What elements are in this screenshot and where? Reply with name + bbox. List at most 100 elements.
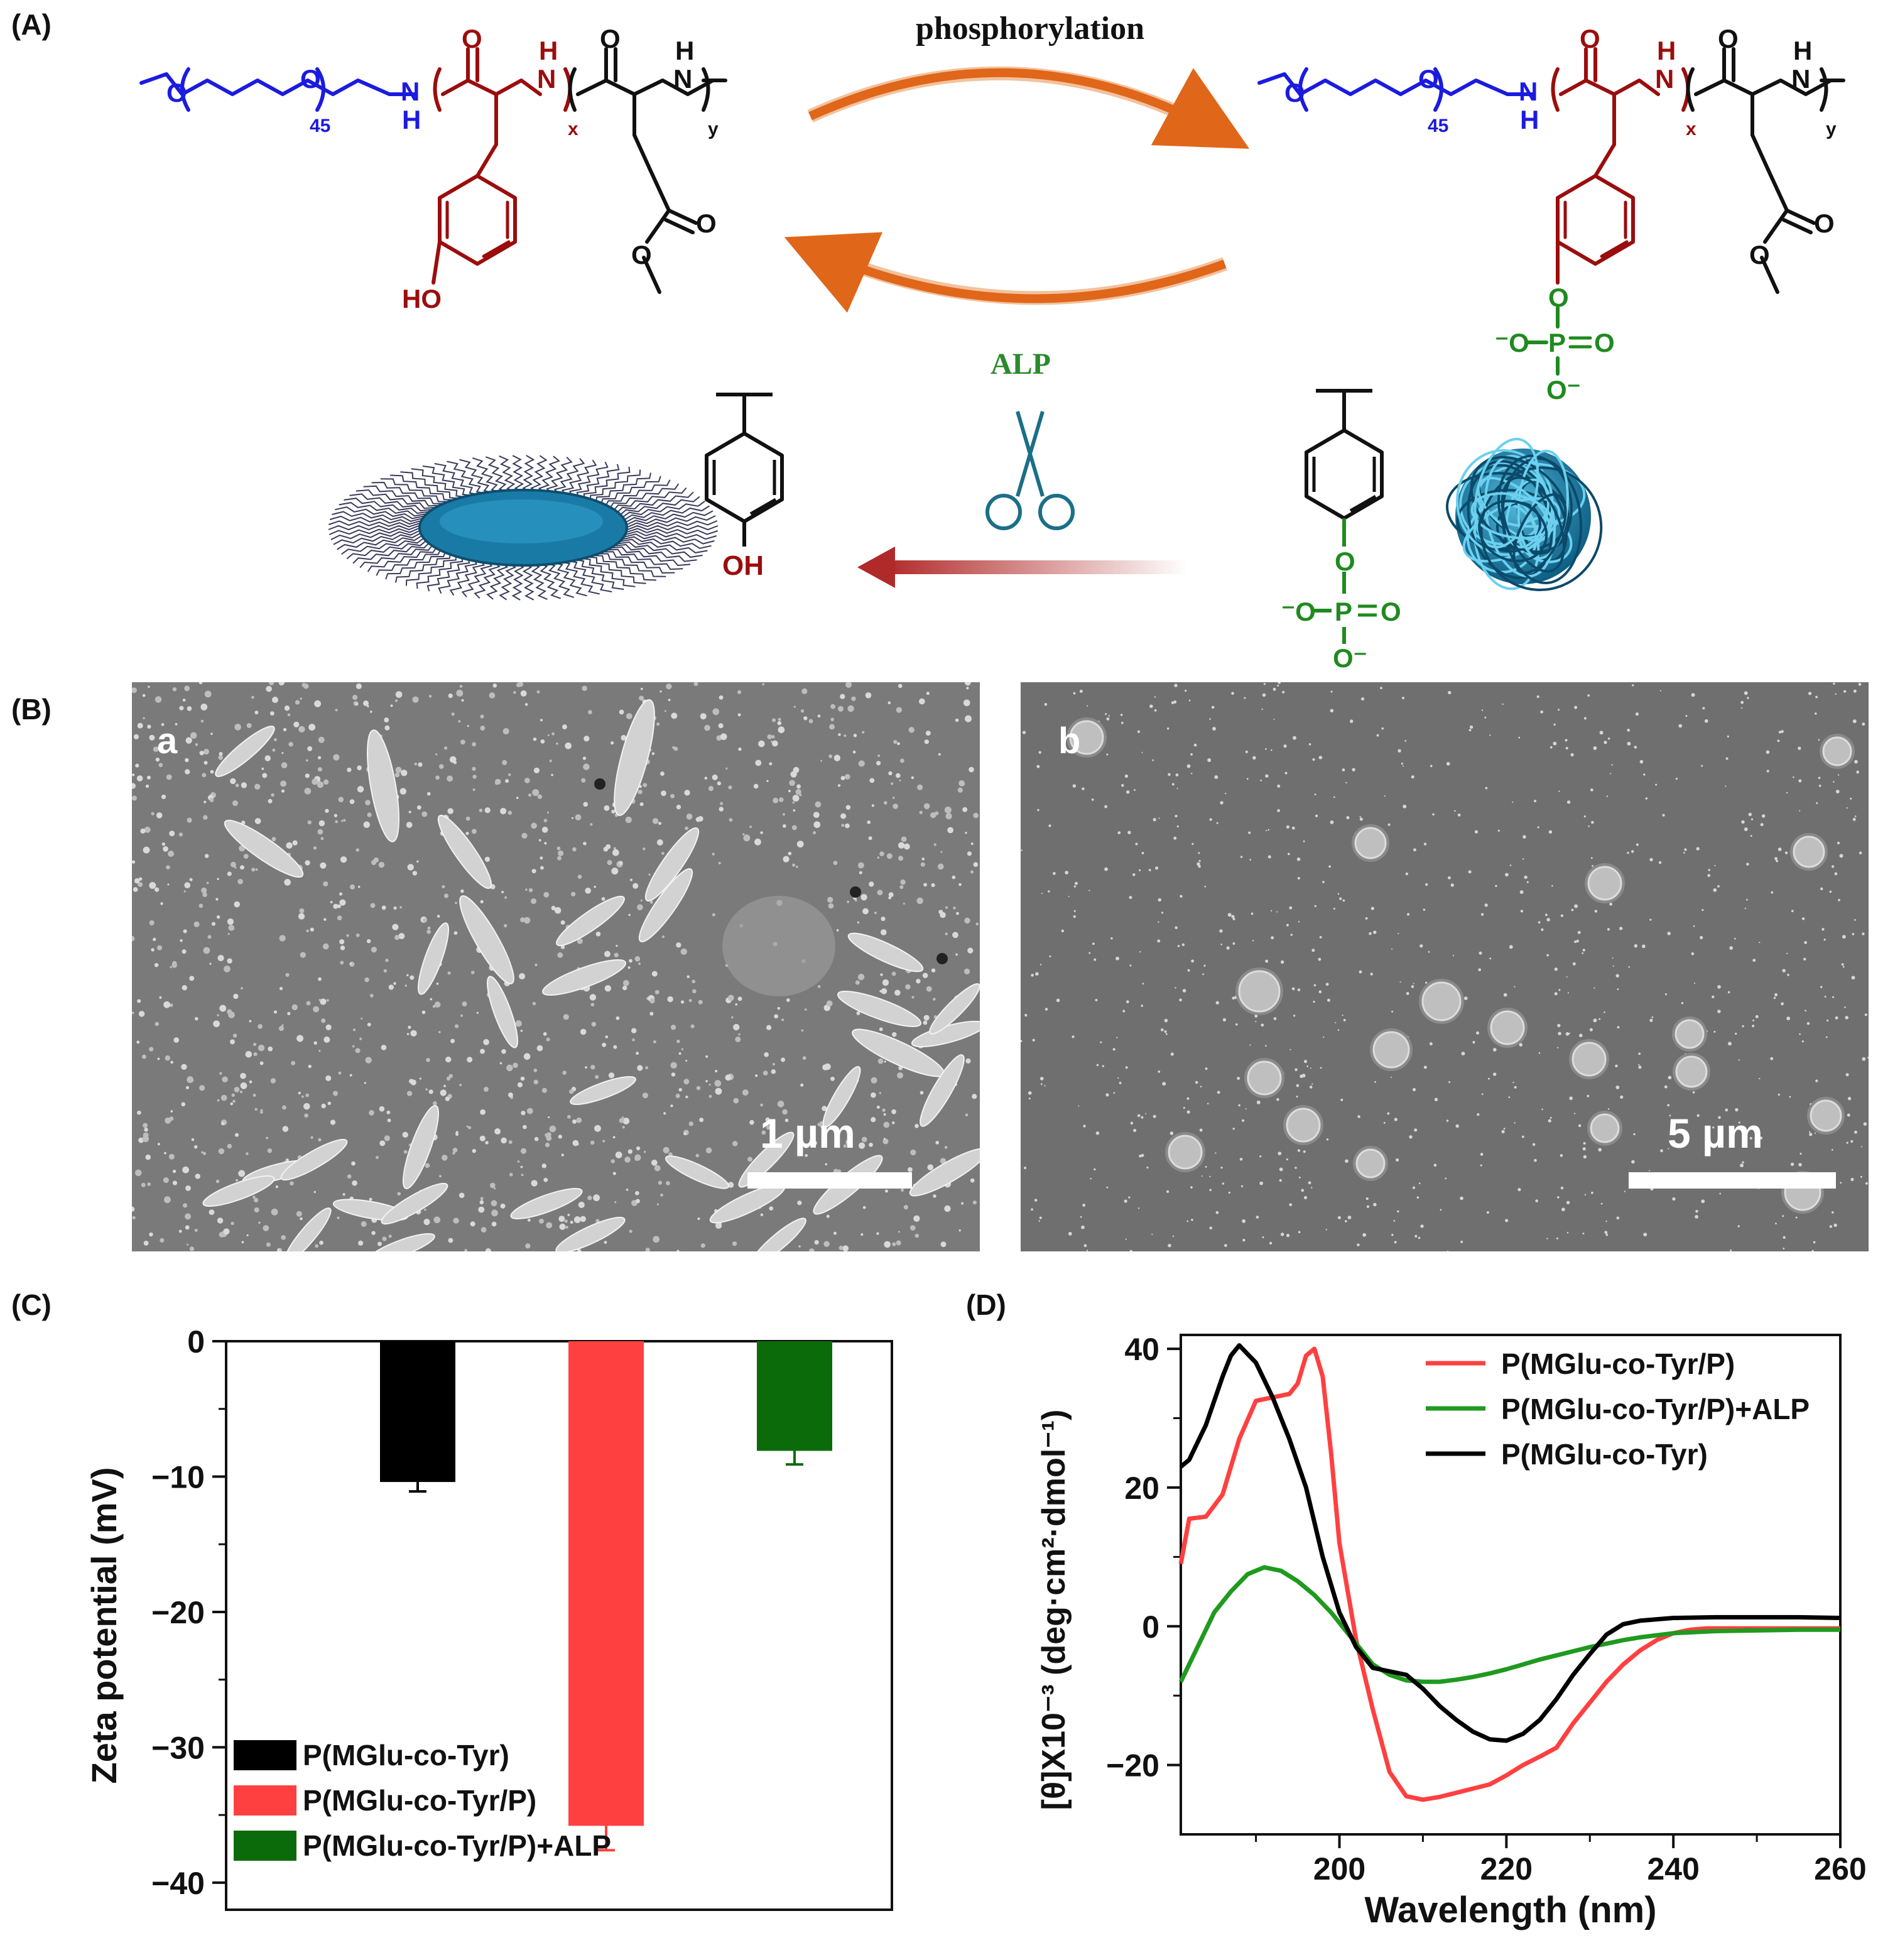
sem-particle: [795, 789, 801, 795]
sem-particle: [243, 854, 249, 859]
sem-speck: [1604, 1231, 1608, 1234]
sem-speck: [1391, 1233, 1394, 1236]
sem-speck: [1518, 736, 1521, 739]
sem-speck: [1346, 815, 1350, 820]
sem-particle: [301, 1095, 304, 1098]
sem-speck: [1381, 727, 1384, 730]
sem-speck: [1176, 788, 1178, 790]
sem-particle: [275, 1185, 279, 1189]
sem-particle: [699, 1118, 704, 1123]
sem-speck: [1611, 764, 1613, 766]
sem-particle: [433, 1216, 441, 1224]
sem-particle: [729, 818, 733, 822]
sem-speck: [1135, 842, 1138, 846]
sem-particle: [517, 1160, 520, 1163]
sem-speck: [1191, 842, 1194, 845]
sem-particle: [561, 1153, 564, 1157]
y-tick-label: −20: [151, 1595, 205, 1630]
sem-particle: [560, 920, 565, 925]
sem-particle: [390, 704, 393, 707]
sem-blur-region: [722, 896, 835, 996]
sem-particle: [578, 1201, 585, 1208]
sem-particle: [367, 812, 372, 817]
sem-nanosheet: [542, 959, 626, 996]
sem-particle: [480, 726, 486, 731]
svg-text:N: N: [1791, 64, 1810, 94]
sem-particle: [304, 787, 312, 795]
sem-speck: [1171, 783, 1175, 786]
sem-particle: [754, 838, 761, 846]
sem-speck: [1411, 775, 1414, 779]
corona-chain: [616, 520, 718, 528]
sem-particle: [204, 800, 207, 803]
sem-particle: [318, 977, 322, 981]
sem-speck: [1701, 1199, 1705, 1204]
corona-chain: [337, 535, 434, 550]
sem-particle: [839, 1245, 844, 1251]
sem-particle: [170, 1060, 173, 1064]
sem-particle: [485, 1248, 491, 1251]
sem-particle: [795, 865, 798, 868]
sem-speck: [1589, 1028, 1593, 1032]
sem-particle: [155, 757, 160, 762]
sem-speck: [1286, 923, 1289, 927]
svg-text:O⁻: O⁻: [1333, 643, 1367, 673]
sem-particle: [418, 762, 423, 767]
sem-particle: [379, 1106, 385, 1112]
sem-particle: [899, 885, 904, 890]
sem-speck: [1495, 885, 1497, 888]
sem-speck: [1031, 974, 1034, 977]
sem-speck: [1096, 1064, 1099, 1067]
sem-particle: [718, 861, 721, 864]
sem-particle: [533, 737, 537, 741]
sem-speck: [1782, 969, 1786, 972]
sem-particle: [501, 891, 504, 893]
sem-particle: [937, 863, 944, 870]
alp-label: ALP: [991, 347, 1051, 381]
sem-particle: [371, 947, 377, 953]
sem-speck: [1154, 709, 1157, 712]
sem-particle: [427, 926, 431, 930]
sem-speck: [1365, 917, 1368, 920]
sem-particle: [286, 842, 293, 849]
sem-speck: [1191, 1219, 1193, 1221]
sem-particle: [151, 812, 155, 815]
sem-speck: [1818, 785, 1821, 787]
sem-speck: [1565, 739, 1568, 742]
sem-particle: [170, 1110, 173, 1113]
sem-speck: [1831, 1149, 1833, 1151]
sem-speck: [1215, 1001, 1219, 1004]
sem-speck: [1414, 1128, 1418, 1132]
sem-speck: [1605, 1233, 1609, 1236]
sem-particle: [204, 761, 208, 765]
sem-speck: [1049, 955, 1051, 957]
sem-particle: [590, 1003, 595, 1007]
sem-speck: [1333, 796, 1335, 798]
sem-particle: [645, 1066, 648, 1070]
sem-particle: [847, 705, 854, 712]
sem-particle: [426, 929, 431, 934]
sem-particle: [384, 1135, 390, 1141]
sem-nanosheet: [224, 819, 304, 878]
sem-particle: [318, 820, 325, 827]
sem-particle: [772, 1063, 775, 1066]
sem-particle: [571, 817, 574, 819]
sem-particle: [817, 985, 821, 988]
sem-speck: [1370, 972, 1373, 976]
sem-speck: [1854, 815, 1857, 817]
sem-particle: [570, 1221, 573, 1224]
sem-speck: [1391, 948, 1393, 950]
sem-speck: [1538, 1052, 1541, 1054]
sem-speck: [1398, 933, 1399, 935]
sem-particle: [683, 1079, 690, 1085]
sem-particle: [312, 778, 318, 785]
sem-particle: [532, 789, 540, 797]
svg-text:P: P: [1548, 328, 1566, 357]
sem-particle: [715, 1087, 722, 1095]
sem-particle: [613, 847, 616, 850]
sem-speck: [1704, 719, 1708, 723]
sem-speck: [1038, 751, 1041, 754]
sem-particle: [761, 1130, 766, 1135]
sem-particle: [725, 1074, 732, 1081]
